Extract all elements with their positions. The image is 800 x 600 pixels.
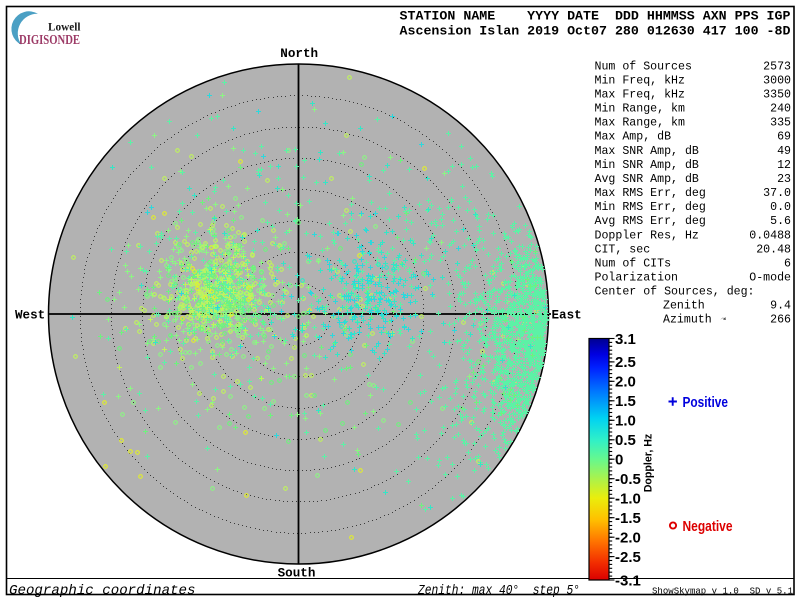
svg-text:Avg SNR Amp, dB: Avg SNR Amp, dB — [595, 173, 699, 186]
svg-text:Negative: Negative — [683, 518, 733, 535]
svg-text:CIT, sec: CIT, sec — [595, 243, 651, 256]
svg-text:0.5: 0.5 — [615, 432, 636, 449]
svg-text:335: 335 — [770, 117, 791, 130]
svg-text:2.5: 2.5 — [615, 354, 636, 371]
svg-text:Zenith: Zenith — [663, 300, 705, 313]
svg-text:Positive: Positive — [683, 394, 729, 411]
svg-text:North: North — [280, 47, 318, 61]
svg-text:0.0: 0.0 — [770, 201, 791, 214]
svg-text:-0.5: -0.5 — [615, 471, 641, 488]
svg-text:49: 49 — [777, 145, 791, 158]
svg-text:Azimuth: Azimuth — [663, 314, 712, 327]
svg-text:2573: 2573 — [763, 60, 791, 73]
svg-text:Polarization: Polarization — [595, 272, 679, 285]
svg-text:20.48: 20.48 — [756, 243, 791, 256]
svg-text:0.0488: 0.0488 — [749, 229, 791, 242]
svg-text:3350: 3350 — [763, 89, 791, 102]
svg-text:1.5: 1.5 — [615, 393, 636, 410]
svg-text:-1.5: -1.5 — [615, 510, 641, 527]
svg-text:STATION NAME YYYY DATE DDD: STATION NAME YYYY DATE DDD HHMMSS AXN PP… — [400, 9, 791, 24]
svg-text:Doppler, Hz: Doppler, Hz — [643, 433, 655, 492]
svg-text:Min Freq, kHz: Min Freq, kHz — [595, 74, 685, 87]
svg-text:266: 266 — [770, 314, 791, 327]
svg-text:Doppler Res, Hz: Doppler Res, Hz — [595, 229, 699, 242]
svg-text:Center of Sources, deg:: Center of Sources, deg: — [595, 286, 755, 299]
svg-text:Avg RMS Err, deg: Avg RMS Err, deg — [595, 215, 706, 228]
svg-text:Lowell: Lowell — [48, 20, 81, 34]
svg-text:69: 69 — [777, 131, 791, 144]
svg-text:3000: 3000 — [763, 74, 791, 87]
svg-text:23: 23 — [777, 173, 791, 186]
svg-text:Min Range, km: Min Range, km — [595, 103, 685, 116]
svg-text:Num of Sources: Num of Sources — [595, 60, 692, 73]
svg-text:9.4: 9.4 — [770, 300, 791, 313]
svg-text:South: South — [278, 567, 316, 581]
svg-text:Min RMS Err, deg: Min RMS Err, deg — [595, 201, 706, 214]
svg-text:Max Range, km: Max Range, km — [595, 117, 685, 130]
svg-text:Zenith: max 40° step 5°: Zenith: max 40° step 5° — [417, 583, 580, 599]
svg-text:-1.0: -1.0 — [615, 491, 641, 508]
svg-text:Max Freq, kHz: Max Freq, kHz — [595, 89, 685, 102]
svg-text:Max Amp, dB: Max Amp, dB — [595, 131, 672, 144]
svg-text:37.0: 37.0 — [763, 187, 791, 200]
svg-text:Geographic coordinates: Geographic coordinates — [9, 583, 196, 599]
svg-text:240: 240 — [770, 103, 791, 116]
svg-text:3.1: 3.1 — [615, 331, 636, 348]
svg-text:1.0: 1.0 — [615, 413, 636, 430]
svg-text:-2.5: -2.5 — [615, 549, 641, 566]
svg-text:East: East — [552, 308, 582, 322]
svg-text:O-mode: O-mode — [749, 272, 791, 285]
svg-text:Max SNR Amp, dB: Max SNR Amp, dB — [595, 145, 699, 158]
svg-text:12: 12 — [777, 159, 791, 172]
svg-text:2.0: 2.0 — [615, 374, 636, 391]
svg-text:-2.0: -2.0 — [615, 530, 641, 547]
svg-text:Num of CITs: Num of CITs — [595, 257, 672, 270]
svg-text:Ascension Islan 2019 Oct07 280: Ascension Islan 2019 Oct07 280 012630 41… — [400, 24, 791, 39]
svg-text:0: 0 — [615, 452, 623, 469]
svg-text:6: 6 — [784, 257, 791, 270]
svg-text:West: West — [15, 308, 45, 322]
svg-text:-3.1: -3.1 — [615, 572, 641, 589]
svg-text:DIGISONDE: DIGISONDE — [19, 33, 80, 48]
svg-text:Max RMS Err, deg: Max RMS Err, deg — [595, 187, 706, 200]
svg-text:Min SNR Amp, dB: Min SNR Amp, dB — [595, 159, 699, 172]
svg-text:ShowSkymap v 1.0 SD v 5.1: ShowSkymap v 1.0 SD v 5.1 — [652, 586, 793, 597]
svg-text:5.6: 5.6 — [770, 215, 791, 228]
